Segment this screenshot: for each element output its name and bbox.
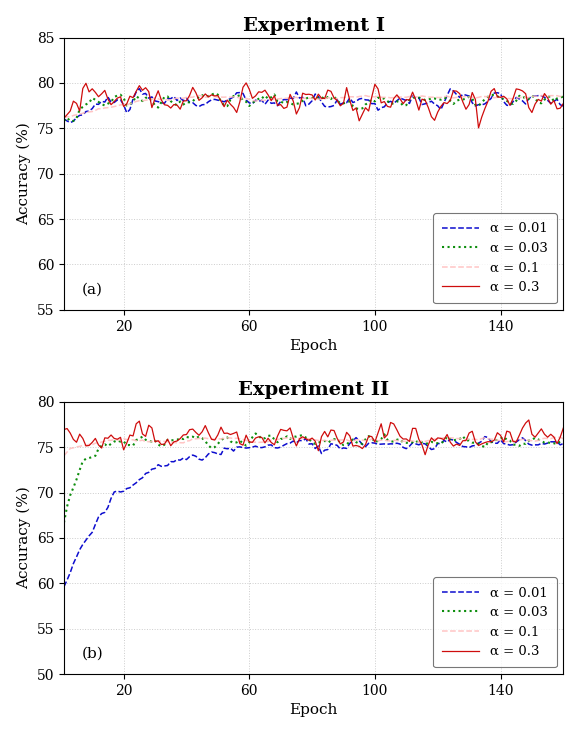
α = 0.03 <box>205 92 212 101</box>
α = 0.3 <box>560 99 567 108</box>
Text: (a): (a) <box>81 282 103 297</box>
α = 0.03 <box>343 98 350 106</box>
α = 0.03 <box>560 436 567 445</box>
α = 0.3 <box>242 79 249 87</box>
α = 0.01 <box>60 582 67 591</box>
α = 0.01 <box>202 454 209 462</box>
α = 0.01 <box>208 95 215 104</box>
Legend: α = 0.01, α = 0.03, α = 0.1, α = 0.3: α = 0.01, α = 0.03, α = 0.1, α = 0.3 <box>433 213 557 303</box>
α = 0.03 <box>390 99 397 108</box>
Title: Experiment I: Experiment I <box>242 17 385 34</box>
α = 0.03 <box>541 95 548 104</box>
α = 0.1 <box>560 435 567 443</box>
α = 0.1 <box>60 451 67 460</box>
α = 0.03 <box>475 101 482 110</box>
α = 0.01 <box>560 439 567 448</box>
α = 0.1 <box>384 436 391 445</box>
X-axis label: Epoch: Epoch <box>289 339 338 353</box>
α = 0.1 <box>557 433 564 442</box>
α = 0.1 <box>337 93 344 102</box>
Line: α = 0.1: α = 0.1 <box>64 95 563 117</box>
α = 0.3 <box>161 440 168 448</box>
Y-axis label: Accuracy (%): Accuracy (%) <box>17 487 31 589</box>
α = 0.3 <box>525 415 532 424</box>
α = 0.1 <box>384 92 391 101</box>
α = 0.03 <box>161 440 168 449</box>
α = 0.03 <box>211 89 218 98</box>
α = 0.3 <box>475 123 482 132</box>
Legend: α = 0.01, α = 0.03, α = 0.1, α = 0.3: α = 0.01, α = 0.03, α = 0.1, α = 0.3 <box>433 577 557 667</box>
α = 0.03 <box>202 437 209 446</box>
α = 0.3 <box>337 440 344 448</box>
α = 0.1 <box>161 437 168 446</box>
Line: α = 0.1: α = 0.1 <box>64 437 563 456</box>
α = 0.01 <box>538 439 545 448</box>
α = 0.03 <box>560 92 567 101</box>
α = 0.3 <box>161 101 168 109</box>
α = 0.01 <box>67 118 74 127</box>
Y-axis label: Accuracy (%): Accuracy (%) <box>17 123 31 225</box>
α = 0.03 <box>164 92 171 101</box>
α = 0.1 <box>469 92 476 101</box>
α = 0.01 <box>136 84 143 93</box>
α = 0.1 <box>535 436 542 445</box>
α = 0.1 <box>337 435 344 444</box>
α = 0.01 <box>475 101 482 109</box>
α = 0.3 <box>60 114 67 123</box>
Line: α = 0.01: α = 0.01 <box>64 89 563 123</box>
α = 0.1 <box>535 92 542 101</box>
α = 0.03 <box>60 117 67 126</box>
α = 0.1 <box>202 434 209 443</box>
α = 0.03 <box>67 117 74 126</box>
α = 0.01 <box>469 441 476 450</box>
α = 0.1 <box>60 113 67 122</box>
Line: α = 0.3: α = 0.3 <box>64 420 563 454</box>
α = 0.01 <box>541 93 548 102</box>
α = 0.1 <box>202 92 209 101</box>
α = 0.3 <box>422 450 429 459</box>
α = 0.1 <box>469 435 476 444</box>
α = 0.03 <box>340 440 347 449</box>
α = 0.1 <box>560 92 567 101</box>
Text: (b): (b) <box>81 647 103 661</box>
α = 0.01 <box>167 94 174 103</box>
α = 0.3 <box>60 425 67 434</box>
α = 0.3 <box>340 99 347 108</box>
Title: Experiment II: Experiment II <box>238 381 389 399</box>
α = 0.01 <box>343 98 350 107</box>
α = 0.1 <box>161 95 168 103</box>
α = 0.03 <box>252 429 259 438</box>
Line: α = 0.3: α = 0.3 <box>64 83 563 128</box>
α = 0.03 <box>538 437 545 446</box>
α = 0.3 <box>472 437 479 446</box>
α = 0.3 <box>560 424 567 432</box>
α = 0.3 <box>541 430 548 439</box>
α = 0.3 <box>387 103 394 112</box>
α = 0.3 <box>202 421 209 430</box>
α = 0.03 <box>60 518 67 527</box>
α = 0.01 <box>384 440 391 448</box>
α = 0.3 <box>472 95 479 104</box>
α = 0.01 <box>161 462 168 470</box>
α = 0.3 <box>541 89 548 98</box>
Line: α = 0.03: α = 0.03 <box>64 93 563 121</box>
α = 0.3 <box>202 90 209 98</box>
X-axis label: Epoch: Epoch <box>289 703 338 717</box>
α = 0.1 <box>541 91 548 100</box>
Line: α = 0.03: α = 0.03 <box>64 434 563 523</box>
α = 0.01 <box>60 115 67 123</box>
α = 0.01 <box>337 445 344 454</box>
α = 0.3 <box>384 430 391 439</box>
α = 0.01 <box>481 432 488 441</box>
α = 0.03 <box>472 438 479 447</box>
α = 0.01 <box>390 99 397 108</box>
Line: α = 0.01: α = 0.01 <box>64 437 563 586</box>
α = 0.03 <box>387 437 394 446</box>
α = 0.01 <box>560 101 567 110</box>
